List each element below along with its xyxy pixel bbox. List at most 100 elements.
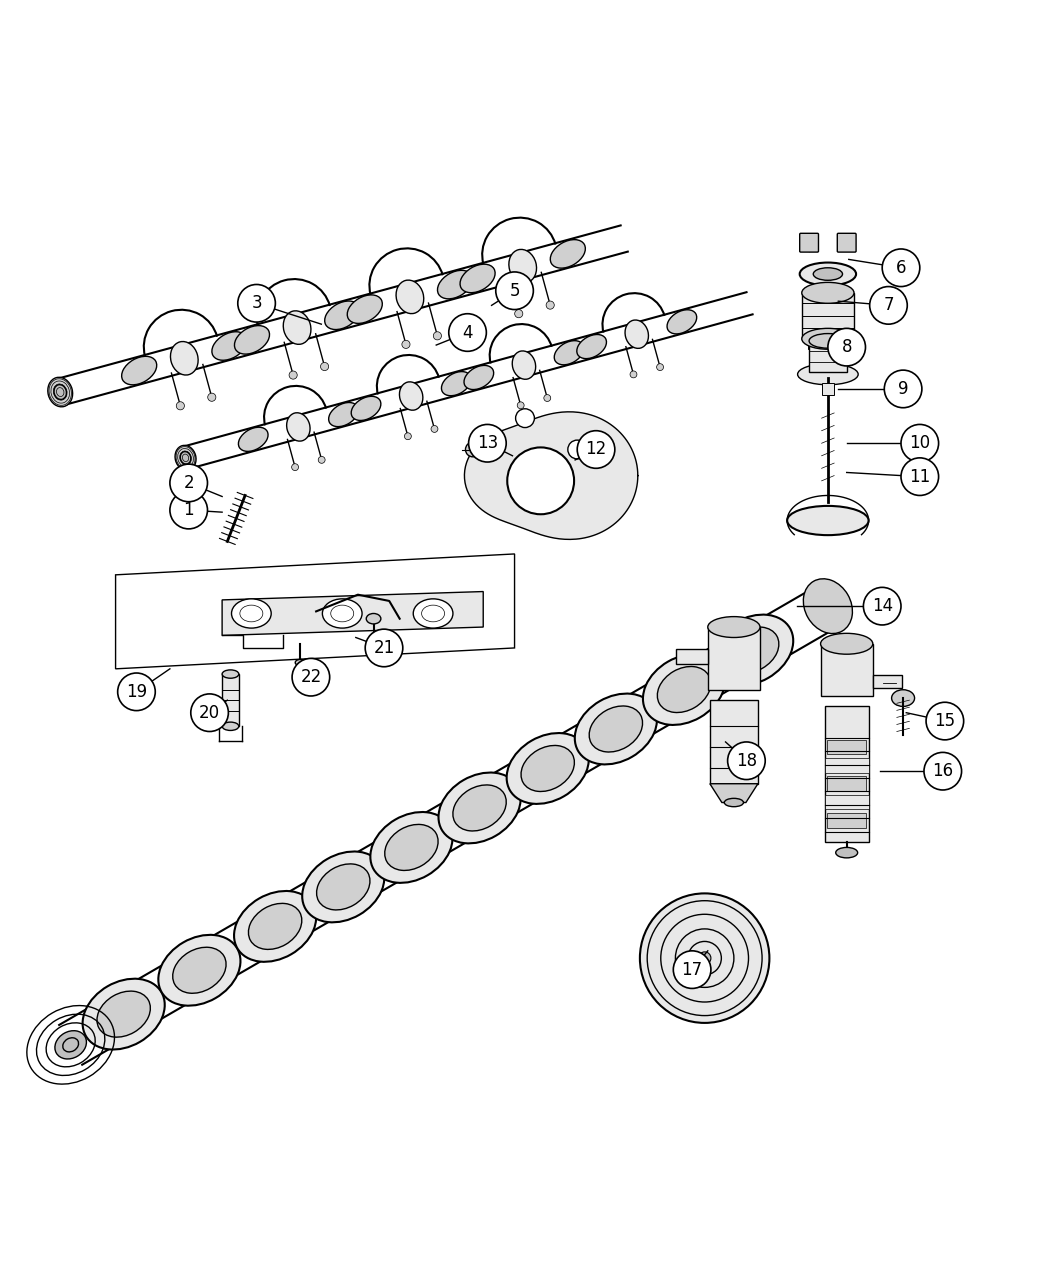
Text: 19: 19: [126, 683, 147, 701]
Ellipse shape: [514, 310, 523, 317]
Circle shape: [884, 370, 922, 408]
Text: 3: 3: [251, 295, 261, 312]
Ellipse shape: [249, 904, 301, 950]
Ellipse shape: [518, 402, 524, 409]
Circle shape: [448, 314, 486, 352]
Circle shape: [365, 629, 403, 667]
Ellipse shape: [438, 270, 472, 298]
Circle shape: [507, 448, 574, 514]
Ellipse shape: [711, 615, 793, 686]
Ellipse shape: [223, 722, 238, 731]
Polygon shape: [710, 784, 758, 802]
Ellipse shape: [399, 381, 423, 411]
Circle shape: [673, 951, 711, 988]
Text: 1: 1: [184, 501, 194, 519]
Ellipse shape: [170, 342, 198, 375]
Ellipse shape: [348, 295, 382, 324]
Ellipse shape: [295, 659, 306, 666]
Circle shape: [118, 673, 155, 710]
Ellipse shape: [576, 334, 607, 358]
Bar: [873, 674, 902, 687]
Ellipse shape: [234, 891, 316, 961]
Text: 16: 16: [932, 762, 953, 780]
Ellipse shape: [643, 654, 726, 725]
Ellipse shape: [316, 864, 370, 910]
Circle shape: [728, 742, 765, 779]
Ellipse shape: [55, 1030, 86, 1060]
Ellipse shape: [726, 627, 779, 673]
Circle shape: [191, 694, 229, 732]
Ellipse shape: [404, 432, 412, 440]
Ellipse shape: [396, 280, 424, 314]
Ellipse shape: [384, 825, 438, 871]
Circle shape: [827, 329, 865, 366]
Ellipse shape: [320, 362, 329, 371]
Ellipse shape: [292, 464, 298, 470]
Bar: [833, 339, 847, 349]
Text: 18: 18: [736, 752, 757, 770]
Ellipse shape: [48, 377, 72, 407]
Ellipse shape: [589, 706, 643, 752]
Ellipse shape: [366, 613, 381, 623]
Circle shape: [578, 431, 615, 468]
Polygon shape: [116, 553, 514, 669]
Text: 5: 5: [509, 282, 520, 300]
Bar: [821, 644, 873, 696]
Bar: [708, 627, 760, 690]
Text: 15: 15: [934, 711, 956, 731]
Ellipse shape: [836, 848, 858, 858]
Ellipse shape: [802, 282, 854, 303]
Ellipse shape: [176, 402, 185, 409]
Ellipse shape: [414, 599, 453, 629]
Circle shape: [470, 437, 489, 455]
Ellipse shape: [554, 340, 584, 365]
Ellipse shape: [800, 263, 856, 286]
Bar: [223, 674, 238, 727]
Text: 17: 17: [681, 960, 702, 979]
Ellipse shape: [441, 371, 471, 395]
Ellipse shape: [625, 320, 649, 348]
Circle shape: [465, 442, 480, 456]
Circle shape: [924, 752, 962, 790]
Ellipse shape: [351, 397, 381, 421]
Ellipse shape: [318, 456, 326, 463]
Ellipse shape: [667, 310, 697, 334]
Ellipse shape: [803, 579, 853, 634]
Text: 9: 9: [898, 380, 908, 398]
Ellipse shape: [544, 394, 550, 402]
Ellipse shape: [97, 991, 150, 1037]
Bar: [808, 339, 822, 349]
Text: 13: 13: [477, 435, 498, 453]
Ellipse shape: [371, 812, 453, 882]
Ellipse shape: [172, 947, 226, 993]
Ellipse shape: [507, 733, 589, 803]
Circle shape: [568, 440, 587, 459]
Ellipse shape: [302, 852, 384, 922]
Ellipse shape: [63, 1038, 79, 1052]
Ellipse shape: [708, 617, 760, 638]
Bar: [827, 740, 866, 755]
Ellipse shape: [122, 356, 156, 385]
Ellipse shape: [802, 329, 854, 349]
Ellipse shape: [464, 366, 494, 390]
Ellipse shape: [54, 385, 66, 399]
Bar: [824, 759, 868, 773]
Ellipse shape: [223, 669, 238, 678]
Ellipse shape: [289, 371, 297, 379]
Polygon shape: [223, 592, 483, 635]
Circle shape: [516, 409, 534, 427]
Ellipse shape: [550, 240, 585, 268]
Text: 2: 2: [184, 474, 194, 492]
Text: 4: 4: [462, 324, 472, 342]
Circle shape: [639, 894, 770, 1023]
Ellipse shape: [460, 264, 496, 293]
Circle shape: [170, 464, 208, 502]
Text: 12: 12: [586, 440, 607, 459]
Circle shape: [698, 952, 711, 964]
Ellipse shape: [231, 599, 271, 629]
Bar: [676, 649, 708, 663]
Ellipse shape: [234, 325, 270, 354]
Ellipse shape: [788, 506, 868, 536]
Text: 8: 8: [841, 338, 852, 356]
Ellipse shape: [630, 371, 637, 377]
